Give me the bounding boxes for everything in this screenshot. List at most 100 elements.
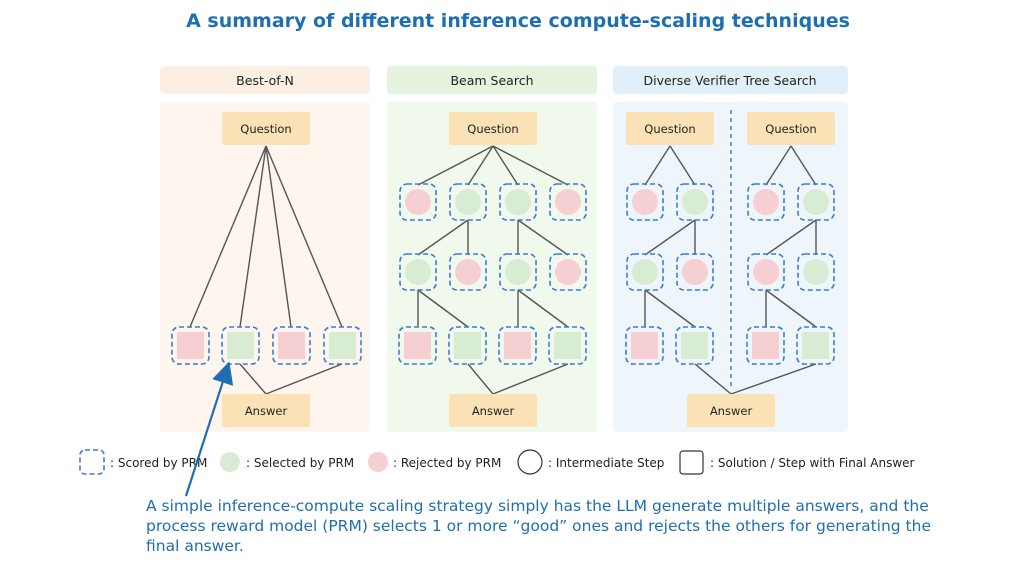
panel-header-best-of-n	[160, 66, 370, 94]
selected-square-node	[802, 332, 829, 359]
scored-frame	[747, 183, 785, 221]
rejected-square-node	[631, 332, 658, 359]
scored-frame	[498, 326, 537, 365]
legend-solution-label: : Solution / Step with Final Answer	[710, 456, 915, 470]
scored-frame	[625, 326, 664, 365]
legend-intermediate-label: : Intermediate Step	[548, 456, 664, 470]
scored-frame	[747, 253, 785, 291]
scored-frame	[675, 326, 714, 365]
rejected-square-node	[278, 332, 305, 359]
selected-circle-node	[405, 259, 431, 285]
question-label: Question	[467, 122, 518, 136]
selected-circle-node	[505, 189, 531, 215]
edge	[765, 289, 817, 328]
scored-frame	[221, 326, 260, 365]
panel-body-beam-search	[387, 102, 597, 432]
scored-frame	[171, 326, 210, 365]
scored-frame	[746, 326, 785, 365]
rejected-square-node	[404, 332, 431, 359]
edge	[417, 219, 469, 256]
answer-box-beam-search	[449, 394, 537, 427]
question-box-dvts-right	[747, 112, 835, 145]
rejected-circle-node	[555, 189, 581, 215]
rejected-circle-node	[555, 259, 581, 285]
edge	[265, 145, 292, 328]
scored-frame	[549, 183, 587, 221]
legend-intermediate-icon	[517, 449, 543, 475]
rejected-square-node	[752, 332, 779, 359]
panel-header-dvts	[613, 66, 848, 94]
edge	[467, 363, 494, 395]
edge	[694, 363, 732, 395]
scored-frame	[499, 253, 537, 291]
legend: : Scored by PRM : Selected by PRM : Reje…	[79, 449, 915, 475]
scored-frame	[323, 326, 362, 365]
panel-body-best-of-n	[160, 102, 370, 432]
rejected-circle-node	[455, 259, 481, 285]
scored-frame	[796, 326, 835, 365]
scored-frame	[448, 326, 487, 365]
answer-box-best-of-n	[222, 394, 310, 427]
panel-label-best-of-n: Best-of-N	[236, 73, 294, 88]
selected-square-node	[454, 332, 481, 359]
edge	[239, 145, 267, 328]
rejected-circle-node	[682, 259, 708, 285]
edge	[265, 145, 343, 328]
edge	[765, 145, 792, 186]
panel-best-of-n	[160, 66, 370, 432]
scored-frame	[797, 183, 835, 221]
panel-label-dvts: Diverse Verifier Tree Search	[643, 73, 816, 88]
scored-frame	[797, 253, 835, 291]
scored-frame	[398, 326, 437, 365]
scored-frame	[549, 253, 587, 291]
selected-square-node	[554, 332, 581, 359]
edge	[730, 363, 817, 395]
edge	[517, 219, 569, 256]
edge	[790, 145, 817, 186]
edge	[492, 363, 569, 395]
annotation-arrow	[184, 361, 234, 497]
question-box-dvts-left	[626, 112, 714, 145]
edge	[492, 145, 519, 186]
question-label: Question	[644, 122, 695, 136]
edge	[265, 363, 343, 395]
page-title: A summary of different inference compute…	[186, 10, 850, 32]
question-box-beam-search	[449, 112, 537, 145]
panel-beam-search	[387, 66, 597, 432]
rejected-square-node	[504, 332, 531, 359]
scored-frame	[399, 183, 437, 221]
selected-circle-node	[505, 259, 531, 285]
panel-body-dvts	[613, 102, 848, 432]
selected-circle-node	[803, 259, 829, 285]
edge	[517, 289, 569, 328]
scored-frame	[626, 253, 664, 291]
scored-frame	[399, 253, 437, 291]
question-label: Question	[765, 122, 816, 136]
panel-diverse-verifier-tree-search	[613, 66, 848, 432]
scored-frame	[499, 183, 537, 221]
scored-frame	[676, 183, 714, 221]
question-label: Question	[240, 122, 291, 136]
rejected-circle-node	[632, 189, 658, 215]
connection-lines	[189, 145, 817, 395]
panel-label-beam-search: Beam Search	[450, 73, 533, 88]
scored-frame	[548, 326, 587, 365]
selected-circle-node	[682, 189, 708, 215]
selected-square-node	[227, 332, 254, 359]
rejected-square-node	[177, 332, 204, 359]
selected-square-node	[329, 332, 356, 359]
edge	[189, 145, 267, 328]
edge	[492, 145, 569, 186]
selected-circle-node	[803, 189, 829, 215]
legend-selected-label: : Selected by PRM	[246, 456, 354, 470]
legend-scored-label: : Scored by PRM	[110, 456, 207, 470]
panel-header-beam-search	[387, 66, 597, 94]
edge	[417, 145, 494, 186]
edge	[669, 145, 696, 186]
nodes	[171, 183, 835, 365]
edge	[417, 289, 469, 328]
edge	[644, 145, 671, 186]
rejected-circle-node	[753, 259, 779, 285]
scored-frame	[449, 183, 487, 221]
